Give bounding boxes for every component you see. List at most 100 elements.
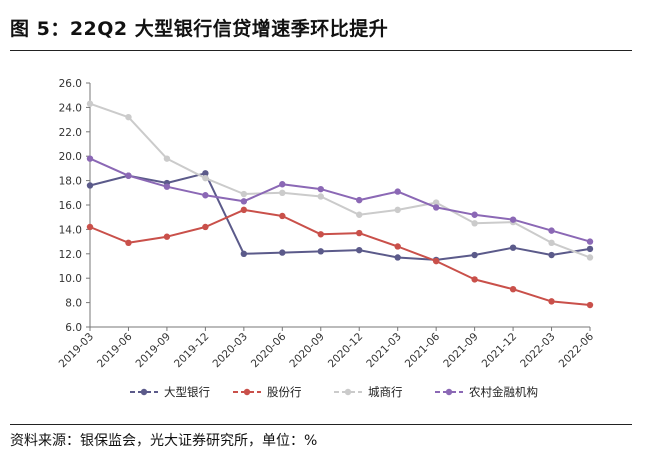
data-point — [471, 211, 478, 218]
data-point — [471, 220, 478, 227]
data-point — [509, 244, 517, 251]
x-tick-label: 2021-06 — [403, 330, 443, 370]
data-point — [202, 223, 209, 231]
data-point — [471, 276, 478, 283]
data-point — [163, 183, 171, 190]
data-point — [202, 192, 209, 199]
data-point — [432, 257, 440, 265]
data-point — [317, 248, 324, 255]
y-tick-label: 12.0 — [59, 249, 82, 261]
data-point — [125, 172, 132, 179]
data-point — [509, 216, 517, 223]
legend-label: 农村金融机构 — [469, 385, 538, 399]
data-point — [394, 206, 401, 214]
data-point — [279, 249, 286, 256]
data-point — [86, 155, 94, 162]
series-3 — [86, 155, 594, 245]
y-tick-label: 8.0 — [65, 298, 82, 310]
data-point — [394, 243, 401, 250]
y-tick-label: 16.0 — [59, 200, 82, 212]
data-point — [586, 238, 594, 245]
x-tick-label: 2019-09 — [134, 331, 174, 371]
data-point — [240, 190, 248, 198]
x-tick-label: 2020-09 — [287, 331, 327, 371]
data-point — [279, 212, 286, 220]
x-tick-label: 2020-06 — [249, 330, 289, 370]
series-line — [89, 172, 591, 261]
y-tick-label: 6.0 — [65, 322, 82, 334]
data-point — [548, 239, 555, 247]
data-point — [202, 170, 209, 177]
legend-swatch-marker — [140, 388, 148, 396]
x-tick-label: 2022-06 — [557, 330, 597, 370]
data-point — [125, 113, 132, 121]
y-tick-label: 20.0 — [59, 151, 82, 163]
data-point — [125, 239, 132, 247]
data-point — [586, 254, 594, 261]
series-layer — [86, 100, 594, 309]
data-point — [432, 199, 440, 206]
data-point — [548, 251, 555, 259]
data-point — [432, 204, 440, 211]
legend-label: 大型银行 — [164, 385, 210, 399]
series-line — [89, 208, 591, 306]
data-point — [86, 182, 94, 189]
source-divider — [10, 424, 632, 425]
y-tick-label: 10.0 — [59, 273, 82, 285]
x-tick-label: 2020-12 — [326, 331, 366, 371]
x-tick-label: 2022-03 — [518, 331, 558, 371]
data-point — [356, 229, 363, 237]
data-point — [86, 223, 94, 231]
legend-item-1: 股份行 — [233, 385, 302, 399]
data-point — [317, 193, 324, 200]
x-tick-label: 2021-09 — [441, 331, 481, 371]
legend-label: 股份行 — [267, 385, 302, 399]
data-point — [279, 189, 286, 196]
x-tick-label: 2021-03 — [364, 331, 404, 371]
data-point — [240, 206, 248, 214]
x-tick-label: 2021-12 — [480, 331, 520, 371]
title-divider — [10, 50, 632, 51]
data-point — [240, 198, 248, 205]
data-point — [279, 181, 286, 188]
legend-item-0: 大型银行 — [130, 385, 210, 399]
data-point — [586, 245, 594, 253]
legend-label: 城商行 — [368, 385, 403, 399]
chart-title: 图 5：22Q2 大型银行信贷增速季环比提升 — [10, 18, 389, 40]
data-point — [548, 227, 555, 234]
legend-swatch-marker — [445, 388, 453, 396]
legend-swatch-marker — [344, 388, 352, 396]
y-tick-label: 26.0 — [59, 78, 82, 90]
data-point — [394, 254, 401, 261]
data-point — [548, 298, 555, 305]
data-point — [163, 233, 171, 240]
source-note: 资料来源：银保监会，光大证券研究所，单位：% — [10, 433, 318, 449]
series-line — [89, 157, 591, 243]
data-point — [356, 211, 363, 218]
data-point — [317, 231, 324, 238]
data-point — [509, 285, 517, 293]
series-0 — [86, 170, 594, 264]
x-tick-label: 2019-12 — [172, 331, 212, 371]
series-line — [89, 102, 591, 259]
data-point — [471, 251, 478, 259]
data-point — [317, 185, 324, 193]
y-tick-label: 22.0 — [59, 127, 82, 139]
y-tick-label: 14.0 — [59, 224, 82, 236]
data-point — [240, 250, 248, 257]
data-point — [163, 155, 171, 162]
data-point — [86, 100, 94, 107]
y-tick-label: 18.0 — [59, 176, 82, 188]
legend: 大型银行 股份行 城商行 农村金融机构 — [130, 385, 538, 399]
data-point — [394, 188, 401, 195]
series-2 — [86, 100, 594, 261]
legend-swatch-marker — [243, 388, 251, 396]
legend-item-3: 农村金融机构 — [435, 385, 538, 399]
series-1 — [86, 206, 594, 309]
x-tick-label: 2020-03 — [210, 331, 250, 371]
legend-item-2: 城商行 — [334, 385, 403, 399]
data-point — [586, 301, 594, 309]
x-tick-label: 2019-03 — [57, 331, 97, 371]
data-point — [356, 246, 363, 254]
